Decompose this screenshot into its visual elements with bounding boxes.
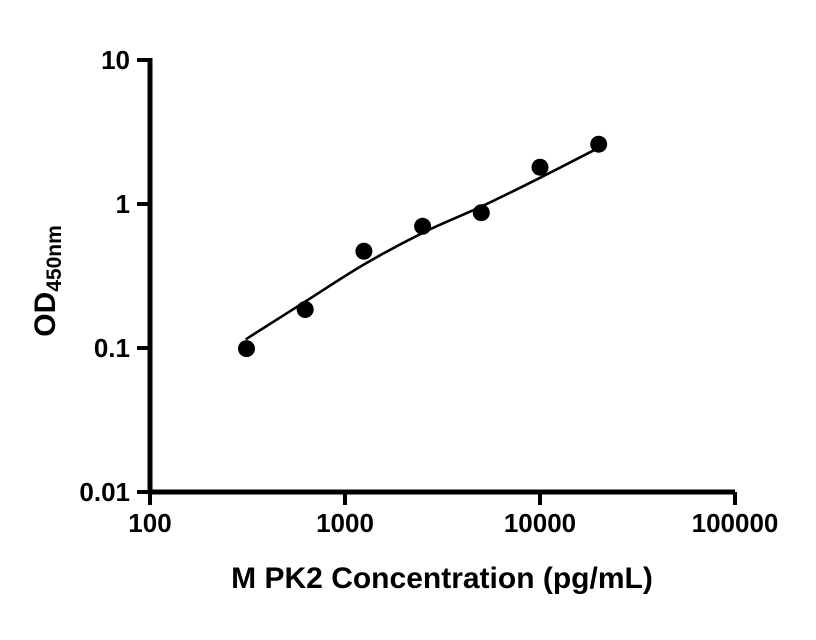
y-axis-title: OD450nm: [29, 225, 66, 337]
data-point: [531, 158, 549, 176]
data-point: [355, 242, 373, 260]
plot-series: [238, 135, 608, 358]
data-point: [238, 340, 255, 358]
data-point: [472, 204, 490, 222]
x-tick-label: 100000: [692, 508, 779, 538]
data-point: [296, 301, 314, 318]
axis-spine: [147, 58, 735, 495]
y-tick-label: 0.1: [94, 333, 130, 363]
axes: [147, 58, 735, 495]
x-tick-label: 1000: [316, 508, 374, 538]
axis-tick-labels: 100 1000 10000 100000 10 1 0.1 0.01: [79, 45, 778, 538]
y-tick-label: 10: [101, 45, 130, 75]
data-point: [590, 135, 608, 153]
x-tick-label: 100: [128, 508, 171, 538]
y-tick-label: 1: [116, 189, 130, 219]
x-axis-title: M PK2 Concentration (pg/mL): [231, 562, 653, 595]
x-tick-label: 10000: [504, 508, 576, 538]
y-tick-label: 0.01: [79, 477, 130, 507]
axis-ticks: [137, 58, 737, 505]
y-axis-title-main: OD: [29, 292, 62, 337]
data-point: [414, 217, 432, 235]
y-axis-title-subscript: 450nm: [43, 225, 66, 292]
